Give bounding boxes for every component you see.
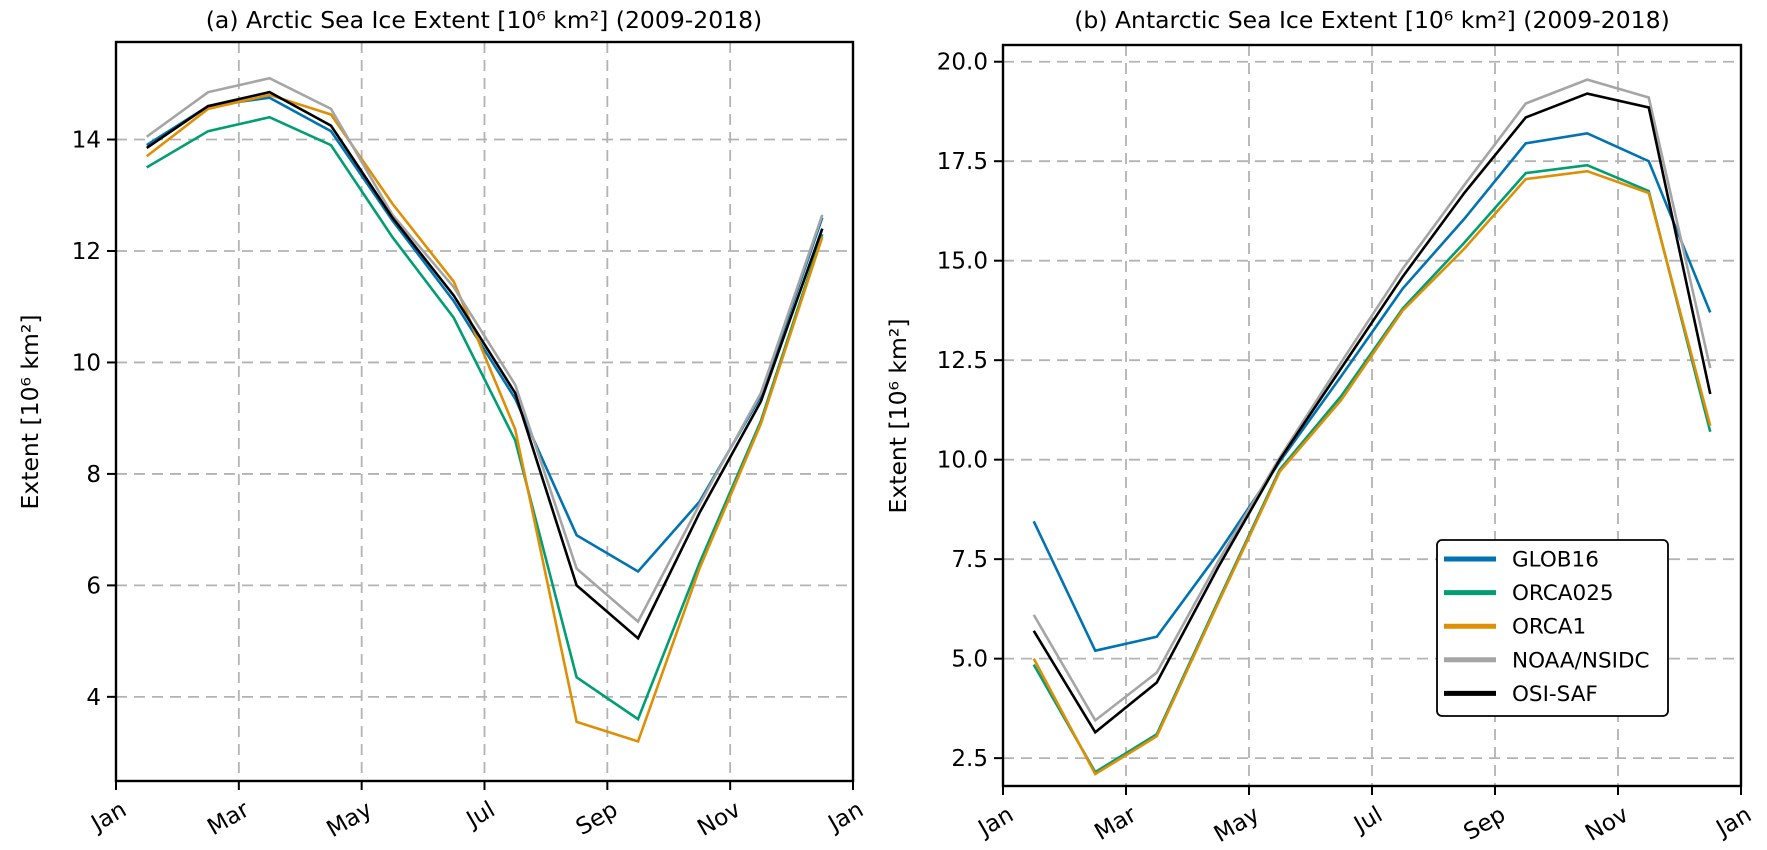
y-tick-label: 2.5 — [951, 746, 988, 772]
arctic-y-axis-label: Extent [10⁶ km²] — [16, 314, 44, 509]
series-line-orca1 — [1032, 169, 1712, 776]
y-tick-label: 15.0 — [937, 249, 988, 275]
x-tick-label: Jul — [461, 797, 500, 834]
series-line-orca025 — [146, 115, 824, 722]
legend-item-osi-saf: OSI-SAF — [1444, 682, 1598, 707]
series-line-orca1 — [145, 93, 824, 744]
series-line-osi-saf — [1032, 92, 1712, 735]
series-line-orca025 — [1032, 163, 1712, 774]
y-tick-label: 12 — [72, 239, 101, 265]
legend: GLOB16 ORCA025 ORCA1 NOAA/NSIDC OSI-SAF — [1436, 539, 1669, 717]
y-tick-label: 7.5 — [951, 547, 988, 573]
legend-item-orca025: ORCA025 — [1444, 581, 1614, 606]
legend-label: OSI-SAF — [1512, 682, 1598, 707]
y-tick-label: 12.5 — [937, 348, 988, 374]
x-tick-label: Jan — [973, 802, 1018, 843]
arctic-gridlines — [115, 42, 854, 781]
arctic-series — [145, 76, 824, 744]
antarctic-chart-title: (b) Antarctic Sea Ice Extent [10⁶ km²] (… — [1074, 6, 1670, 34]
legend-label: NOAA/NSIDC — [1512, 648, 1650, 673]
x-tick-label: May — [322, 797, 376, 843]
x-tick-label: Mar — [1090, 801, 1141, 845]
x-tick-label: May — [1210, 802, 1264, 848]
y-tick-label: 5.0 — [951, 647, 988, 673]
arctic-ticks: Jan Mar May Jul Sep Nov Jan 4 6 8 10 12 14 — [72, 128, 868, 843]
x-tick-label: Jan — [86, 797, 131, 838]
x-tick-label: Mar — [203, 796, 254, 840]
x-tick-label: Jan — [823, 797, 868, 838]
legend-item-orca1: ORCA1 — [1444, 615, 1586, 640]
y-tick-label: 20.0 — [937, 50, 988, 76]
x-tick-label: Jul — [1348, 802, 1387, 839]
legend-box — [1436, 539, 1669, 717]
antarctic-chart: Jan Mar May Jul Sep Nov Jan 2.5 5.0 7.5 10.0 12.5 15… — [937, 43, 1756, 848]
y-tick-label: 6 — [86, 573, 101, 599]
antarctic-y-axis-label: Extent [10⁶ km²] — [884, 318, 912, 513]
series-line-noaa-nsidc — [145, 76, 824, 624]
y-tick-label: 10 — [72, 350, 101, 376]
series-line-noaa-nsidc — [1032, 78, 1712, 723]
series-line-osi-saf — [145, 90, 824, 641]
y-tick-label: 10.0 — [937, 448, 988, 474]
antarctic-series — [1032, 78, 1712, 776]
y-tick-label: 14 — [72, 128, 101, 154]
legend-item-glob16: GLOB16 — [1444, 548, 1599, 573]
arctic-chart: Jan Mar May Jul Sep Nov Jan 4 6 8 10 12 14 — [72, 40, 868, 843]
antarctic-ticks: Jan Mar May Jul Sep Nov Jan 2.5 5.0 7.5 10.0 12.5 15… — [937, 50, 1756, 848]
series-line-glob16 — [1032, 132, 1712, 653]
arctic-chart-title: (a) Arctic Sea Ice Extent [10⁶ km²] (200… — [206, 6, 762, 34]
x-tick-label: Sep — [1459, 802, 1510, 846]
y-tick-label: 8 — [86, 462, 101, 488]
x-tick-label: Nov — [1581, 802, 1633, 847]
legend-label: ORCA025 — [1512, 581, 1614, 606]
legend-item-noaa-nsidc: NOAA/NSIDC — [1444, 648, 1650, 673]
y-tick-label: 4 — [86, 685, 101, 711]
x-tick-label: Nov — [693, 797, 745, 842]
legend-label: GLOB16 — [1512, 548, 1599, 573]
x-tick-label: Sep — [572, 797, 623, 841]
y-tick-label: 17.5 — [937, 149, 988, 175]
x-tick-label: Jan — [1711, 802, 1756, 843]
legend-label: ORCA1 — [1512, 615, 1586, 640]
